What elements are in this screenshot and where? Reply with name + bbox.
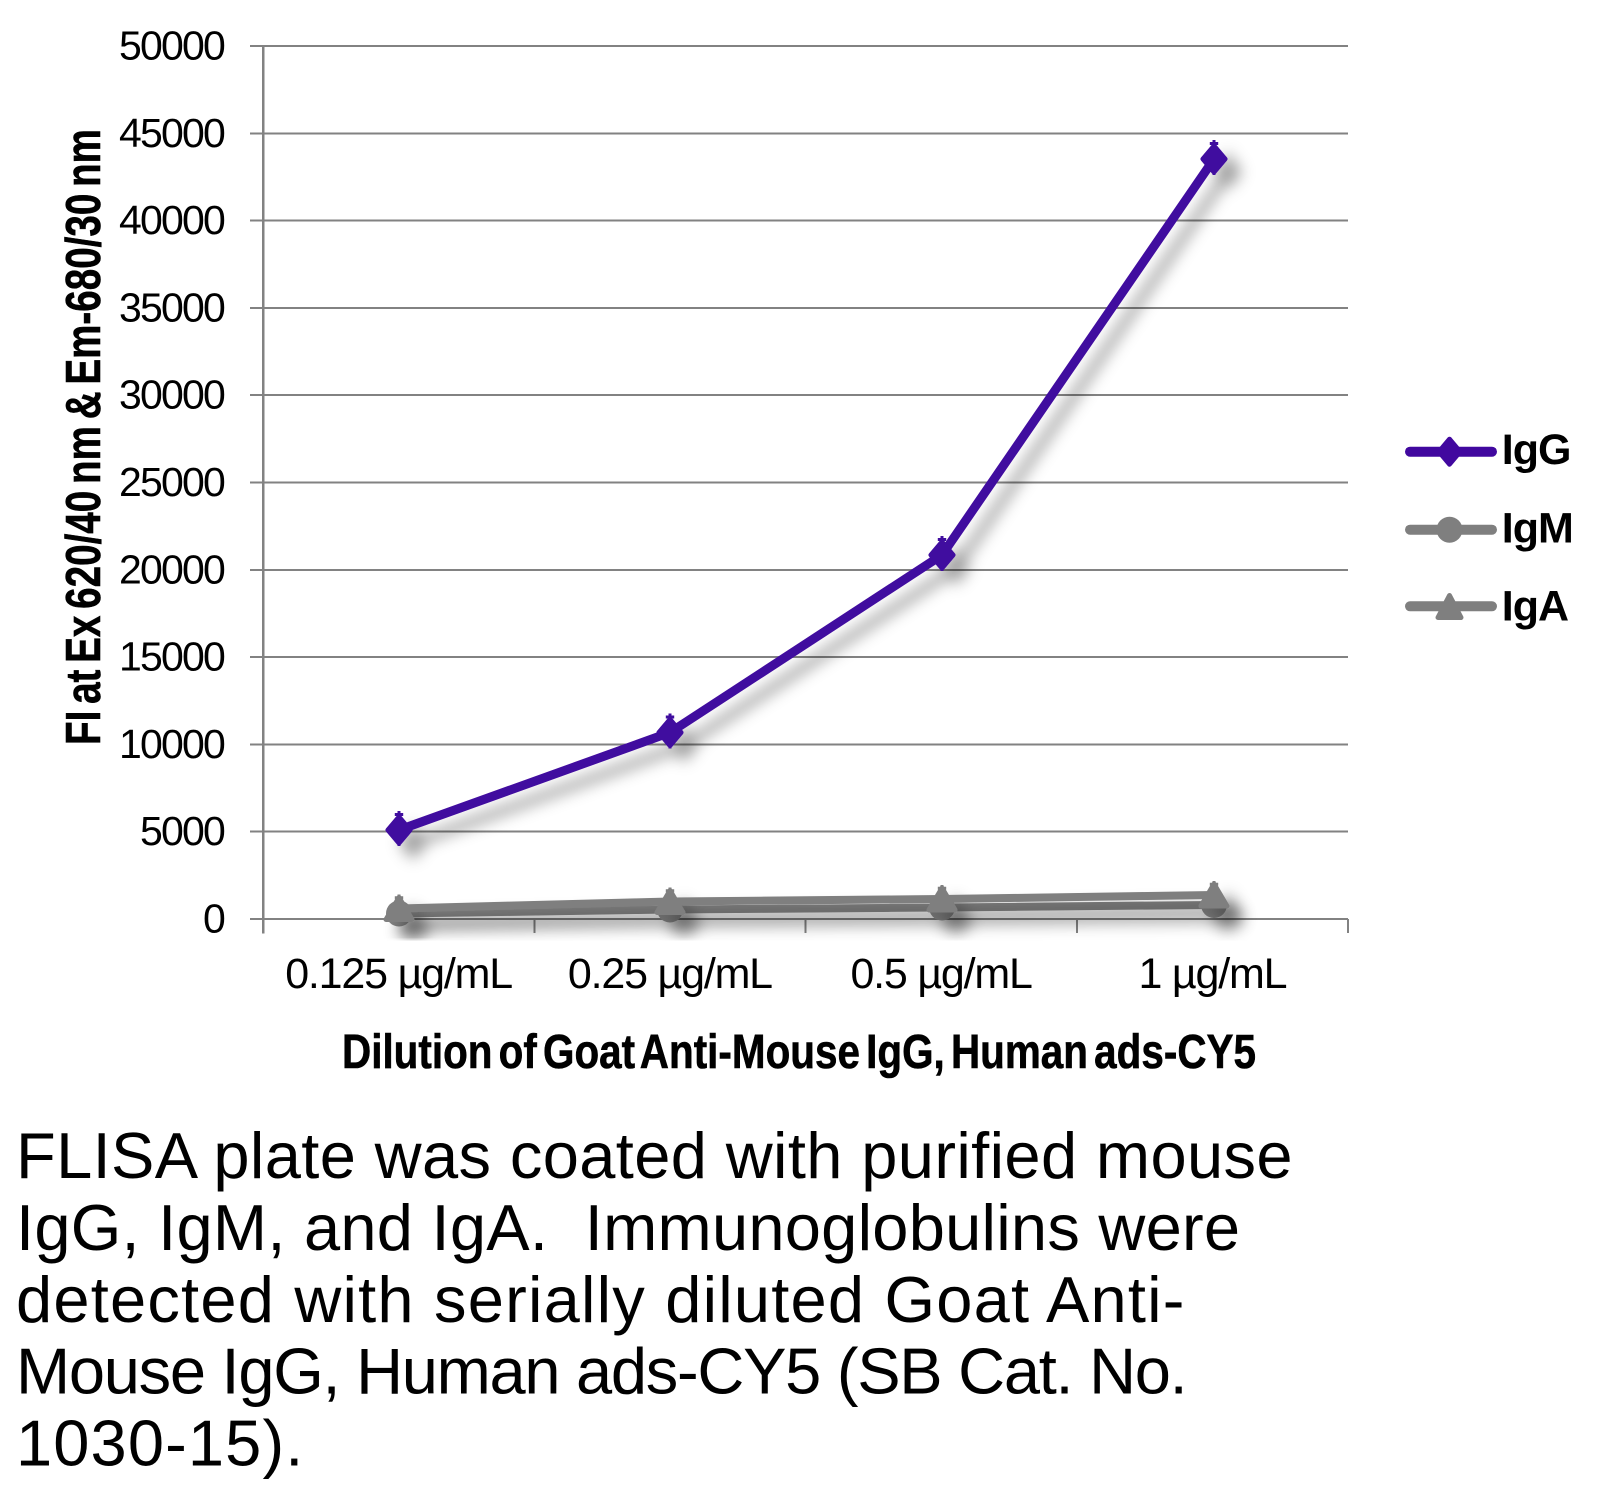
svg-text:25000: 25000 <box>119 459 225 505</box>
svg-text:30000: 30000 <box>119 372 225 418</box>
svg-text:Mouse IgG, Human ads-CY5 (SB C: Mouse IgG, Human ads-CY5 (SB Cat. No. <box>16 1335 1186 1408</box>
svg-text:Dilution of Goat Anti-Mouse Ig: Dilution of Goat Anti-Mouse IgG, Human a… <box>342 1026 1256 1079</box>
svg-text:IgG, IgM, and IgA. Immunoglob: IgG, IgM, and IgA. Immunoglobulins were <box>16 1191 1240 1264</box>
svg-text:45000: 45000 <box>119 110 225 156</box>
svg-text:FLISA plate was coated with pu: FLISA plate was coated with purified mou… <box>16 1119 1293 1192</box>
svg-text:0: 0 <box>203 896 225 942</box>
svg-text:IgM: IgM <box>1502 504 1573 552</box>
svg-text:15000: 15000 <box>119 634 225 680</box>
svg-text:35000: 35000 <box>119 284 225 330</box>
svg-text:40000: 40000 <box>119 197 225 243</box>
svg-text:0.5 µg/mL: 0.5 µg/mL <box>850 950 1032 998</box>
svg-text:1 µg/mL: 1 µg/mL <box>1138 950 1286 998</box>
svg-text:10000: 10000 <box>119 721 225 767</box>
svg-text:1030-15).: 1030-15). <box>16 1407 304 1480</box>
svg-text:FI at Ex 620/40 nm & Em-680/30: FI at Ex 620/40 nm & Em-680/30 nm <box>57 129 111 745</box>
svg-text:detected with serially diluted: detected with serially diluted Goat Anti… <box>16 1263 1186 1336</box>
svg-text:50000: 50000 <box>119 23 225 69</box>
svg-text:IgG: IgG <box>1502 426 1571 474</box>
svg-text:20000: 20000 <box>119 546 225 592</box>
svg-text:0.25 µg/mL: 0.25 µg/mL <box>568 950 772 998</box>
svg-text:0.125 µg/mL: 0.125 µg/mL <box>285 950 512 998</box>
svg-text:IgA: IgA <box>1502 583 1568 631</box>
svg-text:5000: 5000 <box>140 808 225 854</box>
